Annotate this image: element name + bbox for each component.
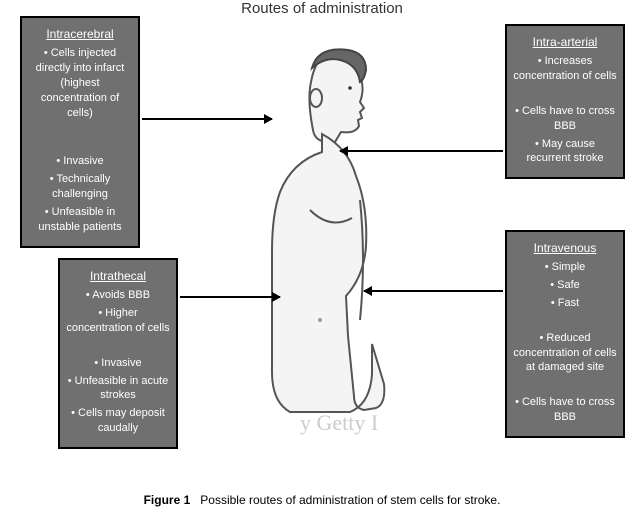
- arrow-intraarterial: [340, 150, 503, 152]
- human-figure-icon: [250, 40, 400, 460]
- bullet: • Higher concentration of cells: [66, 306, 170, 336]
- bullet: • Cells have to cross BBB: [513, 395, 617, 425]
- arrow-intracerebral: [142, 118, 272, 120]
- bullet: • Avoids BBB: [66, 288, 170, 303]
- box-intravenous: Intravenous • Simple • Safe • Fast • Red…: [505, 230, 625, 438]
- box-title: Intrathecal: [66, 268, 170, 284]
- box-intraarterial: Intra-arterial • Increases concentration…: [505, 24, 625, 179]
- diagram-title: Routes of administration: [0, 0, 644, 17]
- bullet: • Invasive: [28, 154, 132, 169]
- bullet: • May cause recurrent stroke: [513, 137, 617, 167]
- bullet: • Safe: [513, 278, 617, 293]
- bullet: • Cells have to cross BBB: [513, 104, 617, 134]
- bullet: • Increases concentration of cells: [513, 54, 617, 84]
- bullet: • Fast: [513, 296, 617, 311]
- bullet: • Cells may deposit caudally: [66, 406, 170, 436]
- bullet: • Unfeasible in acute strokes: [66, 374, 170, 404]
- bullet: • Simple: [513, 260, 617, 275]
- bullet: • Reduced concentration of cells at dama…: [513, 331, 617, 376]
- box-title: Intravenous: [513, 240, 617, 256]
- caption-text: Possible routes of administration of ste…: [200, 493, 500, 507]
- box-intracerebral: Intracerebral • Cells injected directly …: [20, 16, 140, 248]
- bullet: • Cells injected directly into infarct (…: [28, 46, 132, 120]
- bullet: • Technically challenging: [28, 172, 132, 202]
- figure-caption: Figure 1 Possible routes of administrati…: [0, 493, 644, 507]
- bullet: • Invasive: [66, 356, 170, 371]
- box-title: Intracerebral: [28, 26, 132, 42]
- arrow-intrathecal: [180, 296, 280, 298]
- bullet: • Unfeasible in unstable patients: [28, 205, 132, 235]
- arrow-intravenous: [364, 290, 503, 292]
- box-intrathecal: Intrathecal • Avoids BBB • Higher concen…: [58, 258, 178, 449]
- box-title: Intra-arterial: [513, 34, 617, 50]
- caption-label: Figure 1: [144, 493, 191, 507]
